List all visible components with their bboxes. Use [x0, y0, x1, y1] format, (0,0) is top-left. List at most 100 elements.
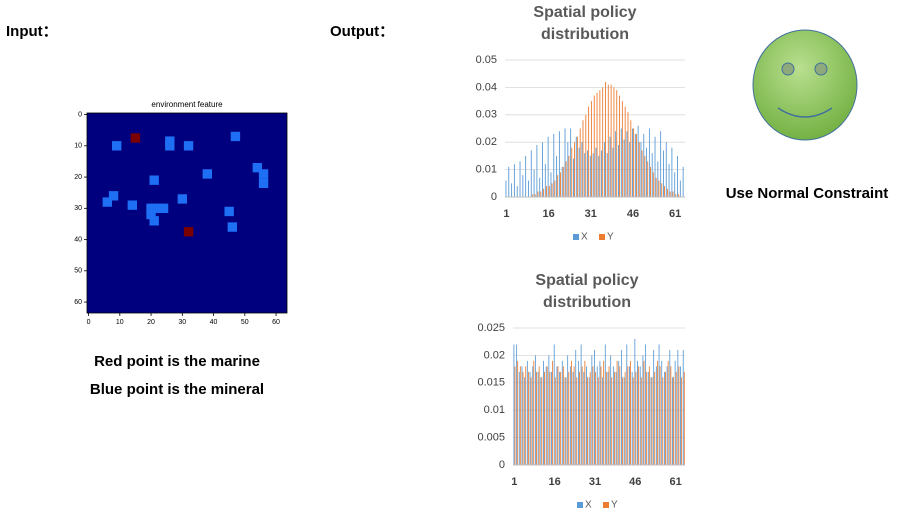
- point: [159, 204, 168, 213]
- bar: [593, 153, 594, 197]
- bar: [587, 150, 588, 197]
- bar: [591, 355, 592, 465]
- bar: [511, 183, 512, 197]
- bar: [545, 164, 546, 197]
- bar: [621, 350, 622, 465]
- bar: [528, 372, 529, 465]
- bar: [592, 366, 593, 465]
- x-tick-label: 46: [629, 476, 641, 488]
- point: [231, 132, 240, 141]
- bar: [559, 131, 560, 197]
- bar: [506, 181, 507, 197]
- bar: [579, 372, 580, 465]
- bar: [548, 137, 549, 197]
- bar: [670, 192, 671, 197]
- bar: [541, 377, 542, 465]
- bar: [532, 366, 533, 465]
- bar: [556, 156, 557, 197]
- bar: [554, 181, 555, 197]
- bar: [570, 129, 571, 198]
- bar: [583, 372, 584, 465]
- bar: [621, 129, 622, 198]
- x-tick-label: 16: [549, 476, 561, 488]
- bar: [568, 372, 569, 465]
- bar: [654, 372, 655, 465]
- bar: [650, 167, 651, 197]
- bar: [576, 377, 577, 465]
- bar: [678, 366, 679, 465]
- bar: [632, 129, 633, 198]
- bar: [519, 372, 520, 465]
- legend-swatch: [577, 502, 583, 508]
- bar: [644, 361, 645, 465]
- legend-swatch: [573, 234, 579, 240]
- bar: [533, 361, 534, 465]
- bar: [525, 156, 526, 197]
- caption: Blue point is the mineral: [90, 381, 264, 398]
- bar: [616, 372, 617, 465]
- bar: [517, 186, 518, 197]
- bar: [525, 366, 526, 465]
- bar: [597, 93, 598, 197]
- bar: [584, 361, 585, 465]
- bar: [553, 134, 554, 197]
- bar: [649, 129, 650, 198]
- bar: [556, 366, 557, 465]
- bar: [618, 145, 619, 197]
- legend-label: Y: [607, 232, 614, 243]
- bar: [574, 366, 575, 465]
- bar: [637, 361, 638, 465]
- y-tick-label: 0.015: [477, 377, 505, 389]
- bar: [552, 183, 553, 197]
- point: [228, 222, 237, 231]
- bar: [632, 372, 633, 465]
- y-tick-label: 0.04: [476, 81, 497, 93]
- bar: [536, 145, 537, 197]
- bar: [570, 366, 571, 465]
- bar: [544, 372, 545, 465]
- x-tick-label: 16: [542, 208, 554, 220]
- bar: [658, 181, 659, 197]
- bar: [586, 366, 587, 465]
- bar: [589, 377, 590, 465]
- bar: [683, 350, 684, 465]
- bar: [627, 366, 628, 465]
- bar: [677, 350, 678, 465]
- bar: [617, 361, 618, 465]
- bar: [608, 372, 609, 465]
- bar: [577, 137, 578, 197]
- point: [184, 141, 193, 150]
- point: [131, 133, 140, 142]
- bar: [565, 377, 566, 465]
- bar: [581, 344, 582, 465]
- bar: [568, 156, 569, 197]
- bar: [611, 85, 612, 197]
- bar: [590, 372, 591, 465]
- bar: [608, 85, 609, 197]
- y-tick-label: 50: [74, 268, 82, 275]
- bar: [653, 350, 654, 465]
- bar: [597, 366, 598, 465]
- bar: [590, 156, 591, 197]
- y-tick-label: 0.01: [484, 404, 505, 416]
- y-tick-label: 0.025: [477, 322, 505, 334]
- x-tick-label: 31: [585, 208, 597, 220]
- bar: [615, 131, 616, 197]
- bar: [609, 366, 610, 465]
- bar: [666, 142, 667, 197]
- bar: [514, 164, 515, 197]
- caption: Red point is the marine: [94, 353, 260, 370]
- bar: [616, 90, 617, 197]
- bar: [624, 377, 625, 465]
- bar: [539, 366, 540, 465]
- bar: [581, 142, 582, 197]
- bar: [672, 377, 673, 465]
- bar: [612, 148, 613, 197]
- y-tick-label: 40: [74, 236, 82, 243]
- bar: [611, 377, 612, 465]
- bar: [567, 355, 568, 465]
- bar: [663, 150, 664, 197]
- bar: [566, 161, 567, 197]
- bar: [563, 167, 564, 197]
- bar: [652, 153, 653, 197]
